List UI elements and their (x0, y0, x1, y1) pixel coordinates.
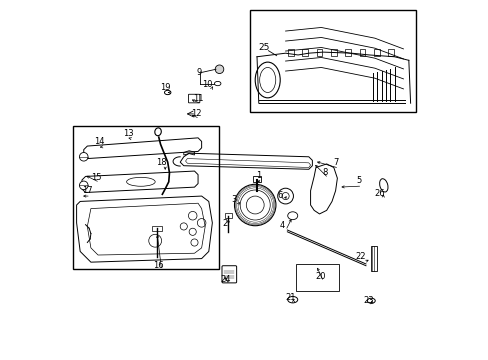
Circle shape (80, 181, 88, 190)
Text: 9: 9 (196, 68, 202, 77)
Text: 19: 19 (160, 83, 170, 92)
FancyBboxPatch shape (370, 246, 376, 271)
Text: 20: 20 (314, 272, 325, 281)
Text: 13: 13 (123, 129, 133, 138)
Text: 26: 26 (373, 189, 384, 198)
FancyBboxPatch shape (359, 49, 365, 56)
Text: 2: 2 (222, 219, 227, 228)
Text: 22: 22 (355, 252, 365, 261)
FancyBboxPatch shape (73, 126, 219, 269)
Text: 12: 12 (191, 109, 201, 118)
FancyBboxPatch shape (249, 10, 415, 112)
FancyBboxPatch shape (330, 49, 336, 56)
Circle shape (80, 153, 88, 161)
Text: 7: 7 (332, 158, 338, 167)
Text: 15: 15 (91, 173, 102, 182)
Text: 16: 16 (152, 261, 163, 270)
Text: 5: 5 (355, 176, 361, 185)
FancyBboxPatch shape (296, 264, 339, 291)
FancyBboxPatch shape (387, 49, 393, 56)
Text: 3: 3 (231, 195, 236, 204)
FancyBboxPatch shape (225, 213, 231, 217)
Circle shape (215, 65, 224, 73)
Text: 25: 25 (258, 43, 269, 52)
FancyBboxPatch shape (152, 226, 162, 231)
Text: 21: 21 (285, 293, 295, 302)
Text: 10: 10 (202, 80, 212, 89)
Text: 6: 6 (277, 190, 283, 199)
Text: 1: 1 (256, 171, 261, 180)
FancyBboxPatch shape (302, 49, 307, 56)
FancyBboxPatch shape (222, 266, 236, 283)
FancyBboxPatch shape (253, 176, 261, 182)
Text: 18: 18 (156, 158, 166, 167)
FancyBboxPatch shape (373, 49, 379, 56)
FancyBboxPatch shape (188, 94, 200, 103)
Text: 17: 17 (82, 186, 92, 195)
FancyBboxPatch shape (287, 49, 293, 56)
Text: 4: 4 (279, 221, 284, 230)
Text: 14: 14 (94, 137, 105, 146)
Text: 23: 23 (363, 296, 373, 305)
Text: 24: 24 (220, 275, 231, 284)
Text: 8: 8 (322, 168, 327, 177)
FancyBboxPatch shape (316, 49, 322, 56)
FancyBboxPatch shape (345, 49, 350, 56)
Text: 11: 11 (192, 94, 203, 103)
